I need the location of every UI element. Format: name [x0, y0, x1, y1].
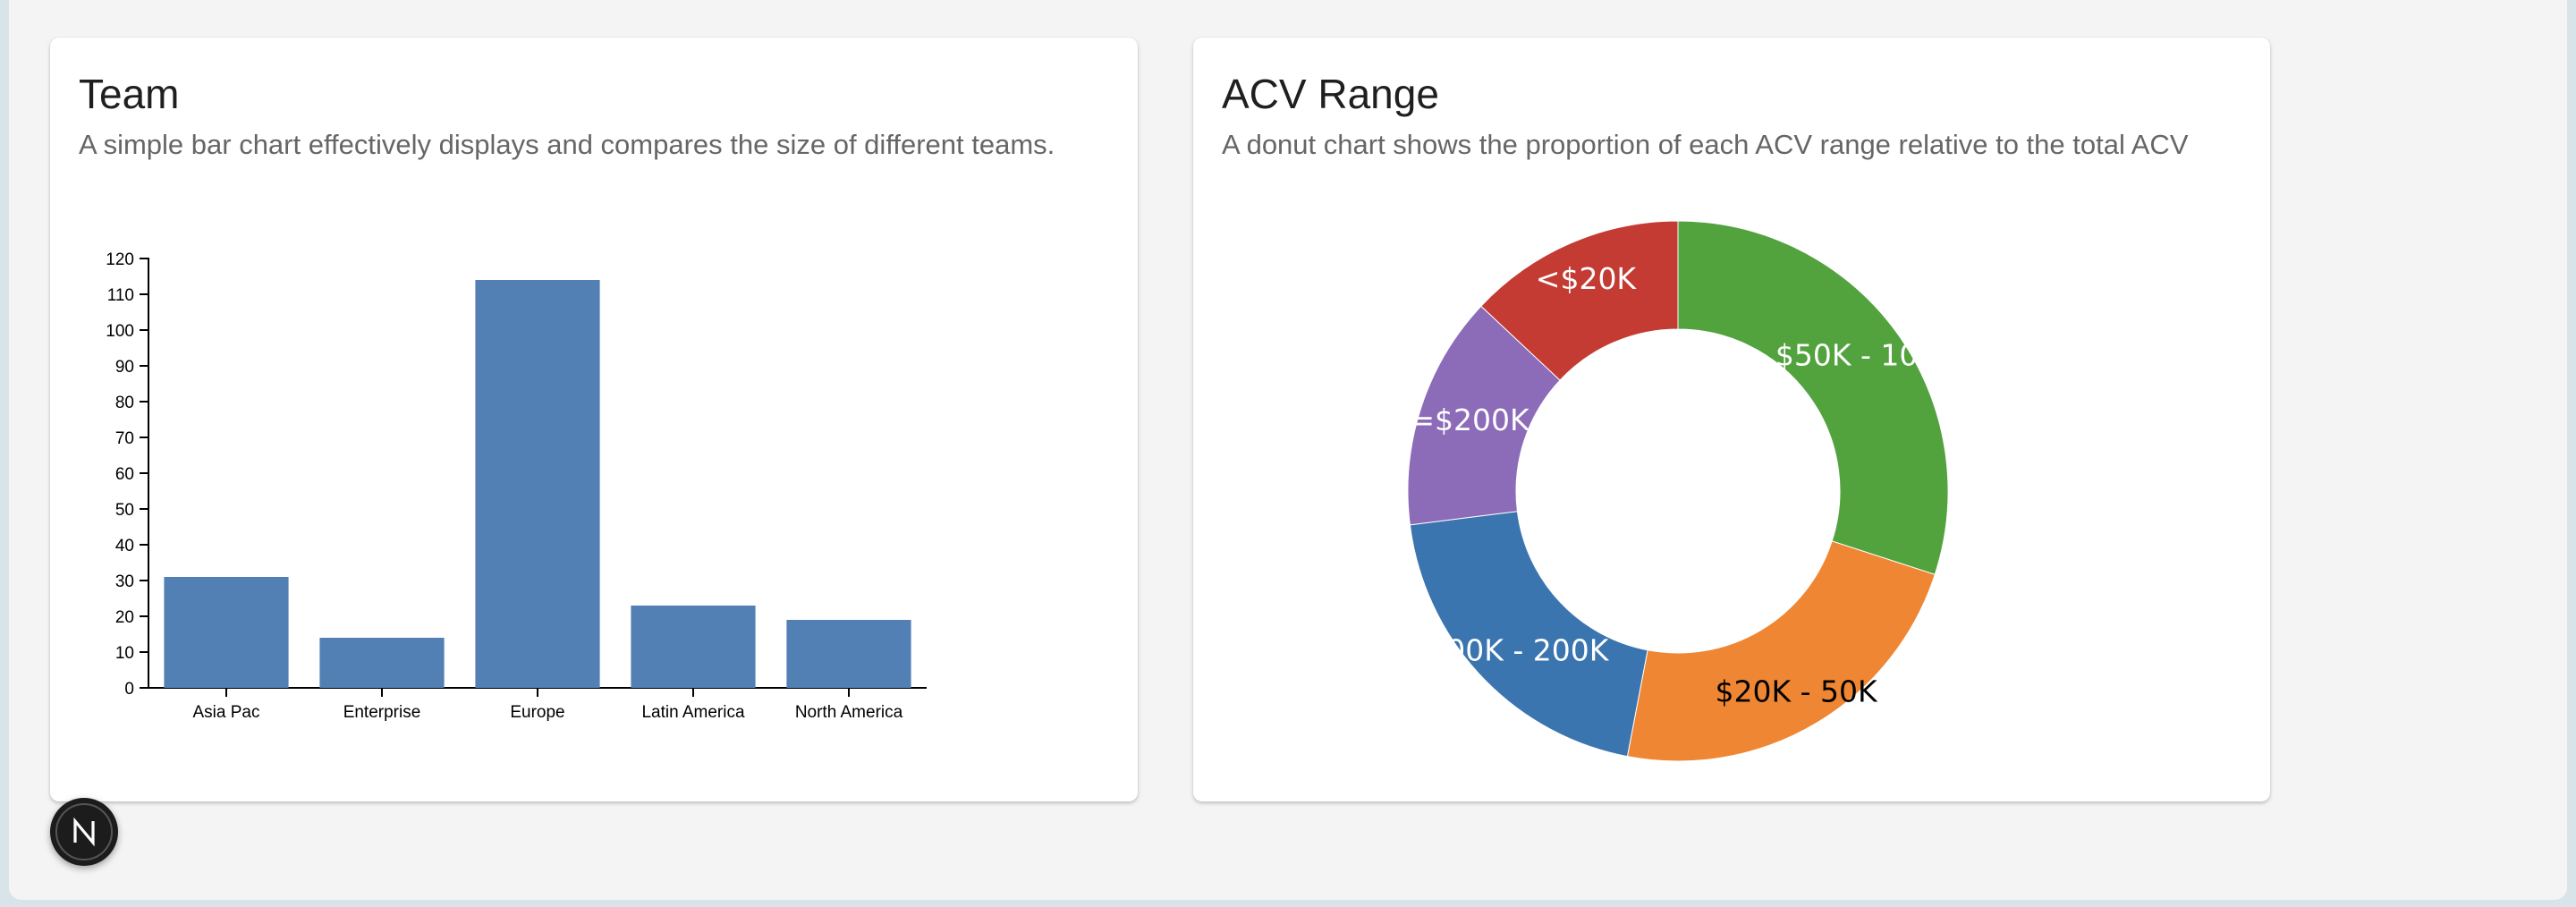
donut-slice-label: $50K - 100K: [1775, 337, 1958, 372]
x-tick-label: North America: [795, 703, 903, 722]
y-tick-label: 0: [124, 680, 134, 699]
x-tick-label: Europe: [510, 703, 564, 722]
team-card-description: A simple bar chart effectively displays …: [79, 129, 1055, 160]
y-tick-label: 90: [115, 358, 134, 377]
donut-slice[interactable]: [1626, 540, 1936, 762]
y-tick-label: 20: [115, 608, 134, 627]
x-tick-label: Latin America: [641, 703, 745, 722]
acv-donut-chart: $50K - 100K $20K - 50K $100K - 200K >=$200K…: [1385, 220, 1958, 762]
x-tick-label: Enterprise: [343, 703, 421, 722]
y-tick-label: 80: [115, 394, 134, 412]
x-tick-label: Asia Pac: [193, 703, 260, 722]
bar-north-america[interactable]: [786, 620, 911, 688]
badge-ring: [55, 803, 113, 860]
team-bar-chart: 0 10 20 30 40 50 60 70 80 90 100 110 120 Asia Pac Ente…: [106, 250, 927, 722]
donut-slice-label: $100K - 200K: [1409, 633, 1609, 668]
donut-slice-label: $20K - 50K: [1716, 674, 1879, 708]
team-card: Team A simple bar chart effectively disp…: [50, 38, 1138, 801]
y-tick-label: 110: [107, 286, 134, 305]
acv-card-title: ACV Range: [1222, 71, 1439, 117]
y-tick-label: 100: [106, 322, 134, 341]
team-card-title: Team: [79, 71, 180, 117]
y-tick-label: 120: [106, 250, 134, 269]
bar-latin-america[interactable]: [631, 606, 756, 688]
y-tick-label: 40: [115, 537, 134, 555]
y-tick-label: 50: [115, 501, 134, 520]
donut-slice-label: <$20K: [1536, 261, 1638, 296]
y-tick-label: 30: [115, 572, 134, 591]
y-tick-label: 60: [115, 465, 134, 484]
bar-europe[interactable]: [475, 280, 600, 688]
donut-slice[interactable]: [1677, 220, 1949, 575]
nextjs-dev-badge[interactable]: [50, 798, 118, 866]
bar-enterprise[interactable]: [319, 638, 445, 688]
donut-slice[interactable]: [1409, 511, 1648, 758]
acv-range-card: ACV Range A donut chart shows the propor…: [1193, 38, 2270, 801]
donut-slice-label: >=$200K: [1385, 403, 1530, 437]
donut-slice[interactable]: [1480, 220, 1679, 381]
page-background: Team A simple bar chart effectively disp…: [9, 0, 2567, 900]
bar-asia-pac[interactable]: [164, 577, 289, 688]
acv-card-description: A donut chart shows the proportion of ea…: [1222, 129, 2189, 160]
y-tick-label: 70: [115, 429, 134, 448]
y-tick-label: 10: [115, 644, 134, 663]
